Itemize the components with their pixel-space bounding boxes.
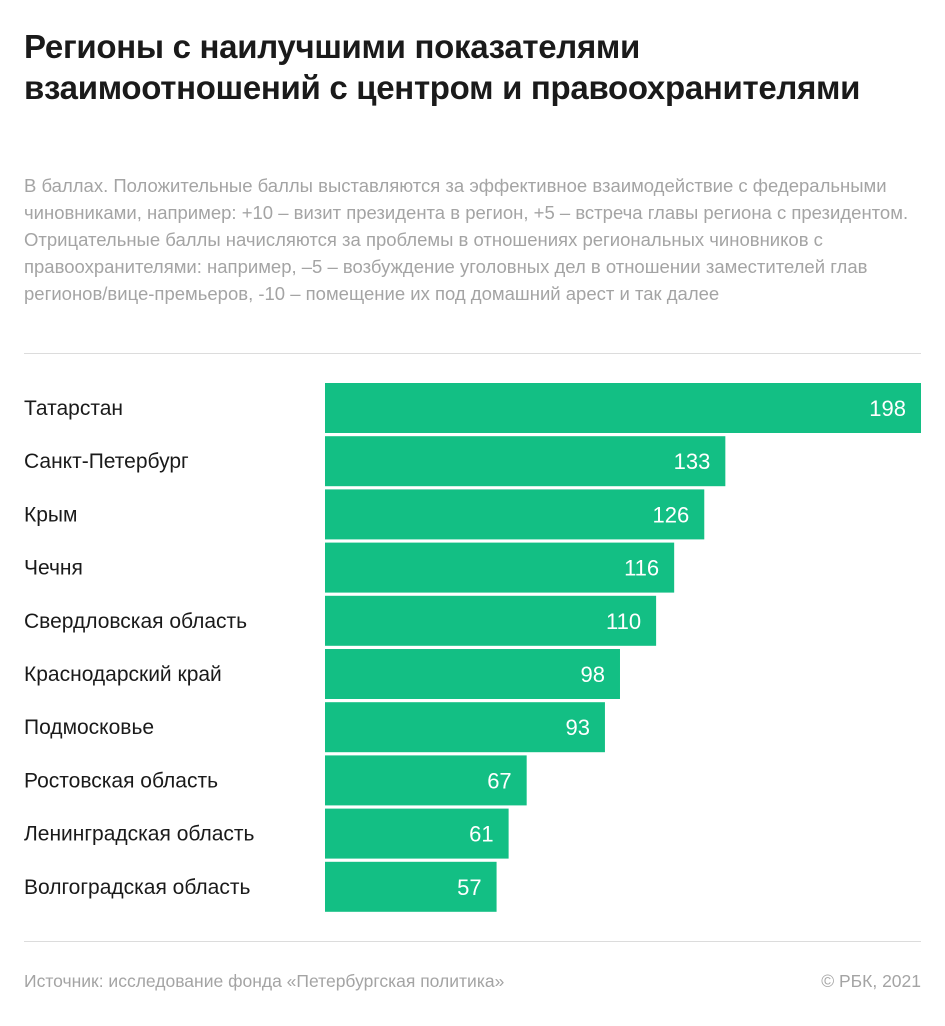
bar	[325, 595, 657, 646]
bar	[325, 489, 705, 540]
value-label: 67	[487, 768, 511, 793]
value-label: 93	[565, 715, 589, 740]
category-label: Краснодарский край	[24, 663, 222, 686]
bar	[325, 755, 527, 806]
category-label: Ленинградская область	[24, 823, 255, 846]
chart-title: Регионы с наилучшими показателями взаимо…	[24, 28, 861, 106]
bar	[325, 436, 726, 487]
value-label: 133	[674, 449, 711, 474]
value-label: 98	[581, 662, 605, 687]
bar	[325, 861, 497, 912]
copyright: © РБК, 2021	[821, 971, 921, 991]
value-label: 61	[469, 822, 493, 847]
value-label: 110	[606, 609, 641, 634]
bar	[325, 808, 509, 859]
category-label: Подмосковье	[24, 716, 154, 739]
bar	[325, 383, 921, 433]
top-divider	[24, 353, 921, 354]
source-note: Источник: исследование фонда «Петербургс…	[24, 971, 505, 991]
chart-subtitle: В баллах. Положительные баллы выставляют…	[24, 175, 909, 304]
category-label: Крым	[24, 503, 77, 526]
category-label: Чечня	[24, 557, 83, 580]
value-label: 126	[653, 502, 690, 527]
value-label: 57	[457, 875, 481, 900]
bar-chart: Татарстан 198 Санкт-Петербург 133 Крым 126 Чеч…	[24, 383, 921, 912]
category-label: Свердловская область	[24, 610, 247, 633]
category-label: Ростовская область	[24, 769, 218, 792]
value-label: 116	[624, 556, 659, 581]
category-label: Татарстан	[24, 397, 123, 420]
value-label: 198	[869, 396, 906, 421]
bottom-divider	[24, 941, 921, 942]
bar	[325, 649, 620, 699]
bar	[325, 542, 675, 593]
bar	[325, 702, 605, 753]
category-label: Волгоградская область	[24, 876, 250, 899]
category-label: Санкт-Петербург	[24, 450, 189, 473]
